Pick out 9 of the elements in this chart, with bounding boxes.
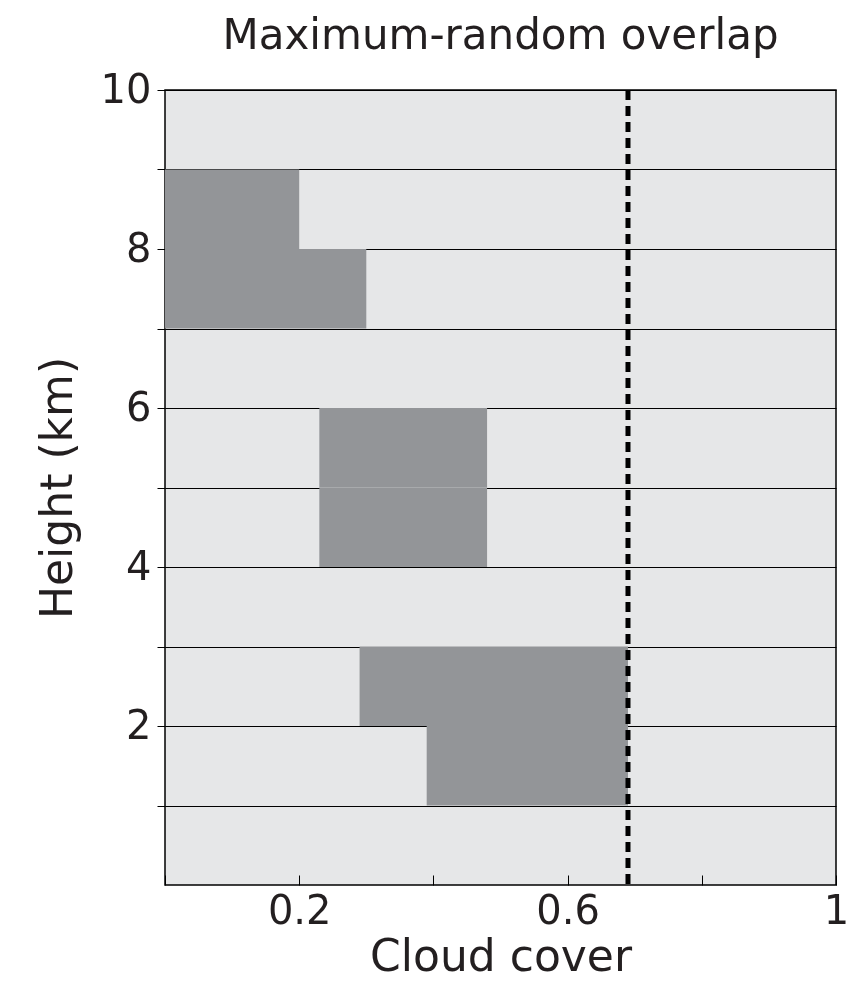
y-tick-label: 4 [126, 542, 152, 589]
y-tick-label: 10 [100, 65, 152, 112]
x-tick-label: 1 [823, 886, 850, 933]
y-tick-label: 8 [126, 224, 152, 271]
y-tick-label: 2 [126, 701, 152, 748]
y-axis-title: Height (km) [30, 356, 82, 620]
chart-title: Maximum-random overlap [222, 10, 779, 59]
y-tick-label: 6 [126, 383, 152, 430]
x-tick-label: 0.2 [267, 886, 332, 933]
